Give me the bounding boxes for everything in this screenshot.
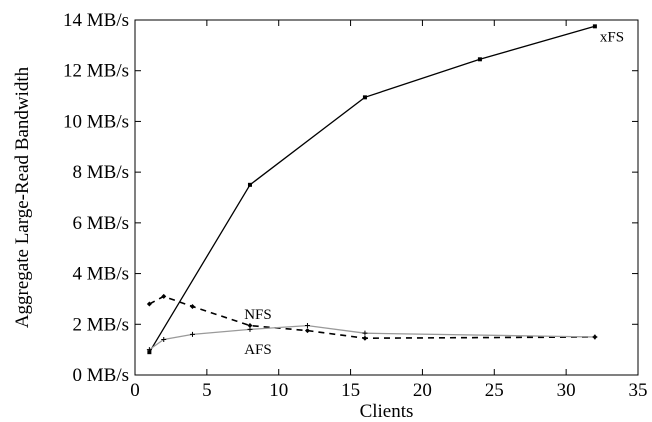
x-tick-label: 30: [557, 380, 576, 401]
data-point: [161, 293, 167, 299]
data-point: [304, 323, 310, 329]
data-point: [146, 301, 152, 307]
series-labels: xFS NFS AFS: [244, 29, 624, 358]
data-point: [247, 323, 253, 329]
y-tick-label: 4 MB/s: [73, 264, 130, 285]
series-xfs: [147, 24, 597, 355]
series-layer: [146, 24, 598, 355]
x-tick-label: 15: [341, 380, 360, 401]
data-point: [146, 347, 152, 353]
y-tick-label: 6 MB/s: [73, 213, 130, 234]
data-point: [161, 337, 167, 342]
series-line-xfs: [148, 25, 596, 353]
y-tick-label: 12 MB/s: [63, 61, 129, 82]
series-label-afs: AFS: [244, 342, 272, 358]
data-point: [189, 304, 195, 310]
y-axis-title: Aggregate Large-Read Bandwidth: [12, 66, 33, 328]
series-label-nfs: NFS: [244, 307, 272, 323]
series-nfs: [146, 293, 598, 341]
data-point: [592, 24, 597, 29]
data-point: [362, 335, 368, 341]
series-afs: [146, 323, 598, 353]
y-tick-label: 10 MB/s: [63, 111, 129, 132]
data-point: [247, 182, 252, 187]
x-axis-title: Clients: [360, 401, 414, 422]
y-tick-label: 0 MB/s: [73, 365, 130, 386]
data-point: [592, 334, 598, 340]
x-tick-label: 20: [413, 380, 432, 401]
x-tick-label: 35: [629, 380, 648, 401]
x-tick-label: 25: [485, 380, 504, 401]
data-point: [247, 326, 253, 332]
x-tick-label: 5: [202, 380, 212, 401]
y-tick-label: 14 MB/s: [63, 10, 129, 31]
y-tick-label: 8 MB/s: [73, 162, 130, 183]
data-point: [362, 330, 368, 336]
plot-frame: [134, 19, 639, 376]
data-point: [189, 331, 195, 337]
y-tick-label: 2 MB/s: [73, 314, 130, 335]
series-label-xfs: xFS: [600, 29, 624, 45]
x-tick-label: 10: [269, 380, 288, 401]
data-point: [362, 95, 367, 100]
data-point: [147, 350, 152, 355]
axis-ticks: 0 5 10 15 20 25 30 35 0 MB/s 2 MB/s 4 MB/s 6 MB/s 8 …: [63, 10, 648, 401]
x-tick-label: 0: [130, 380, 140, 401]
data-point: [477, 57, 482, 62]
data-point: [304, 328, 310, 334]
